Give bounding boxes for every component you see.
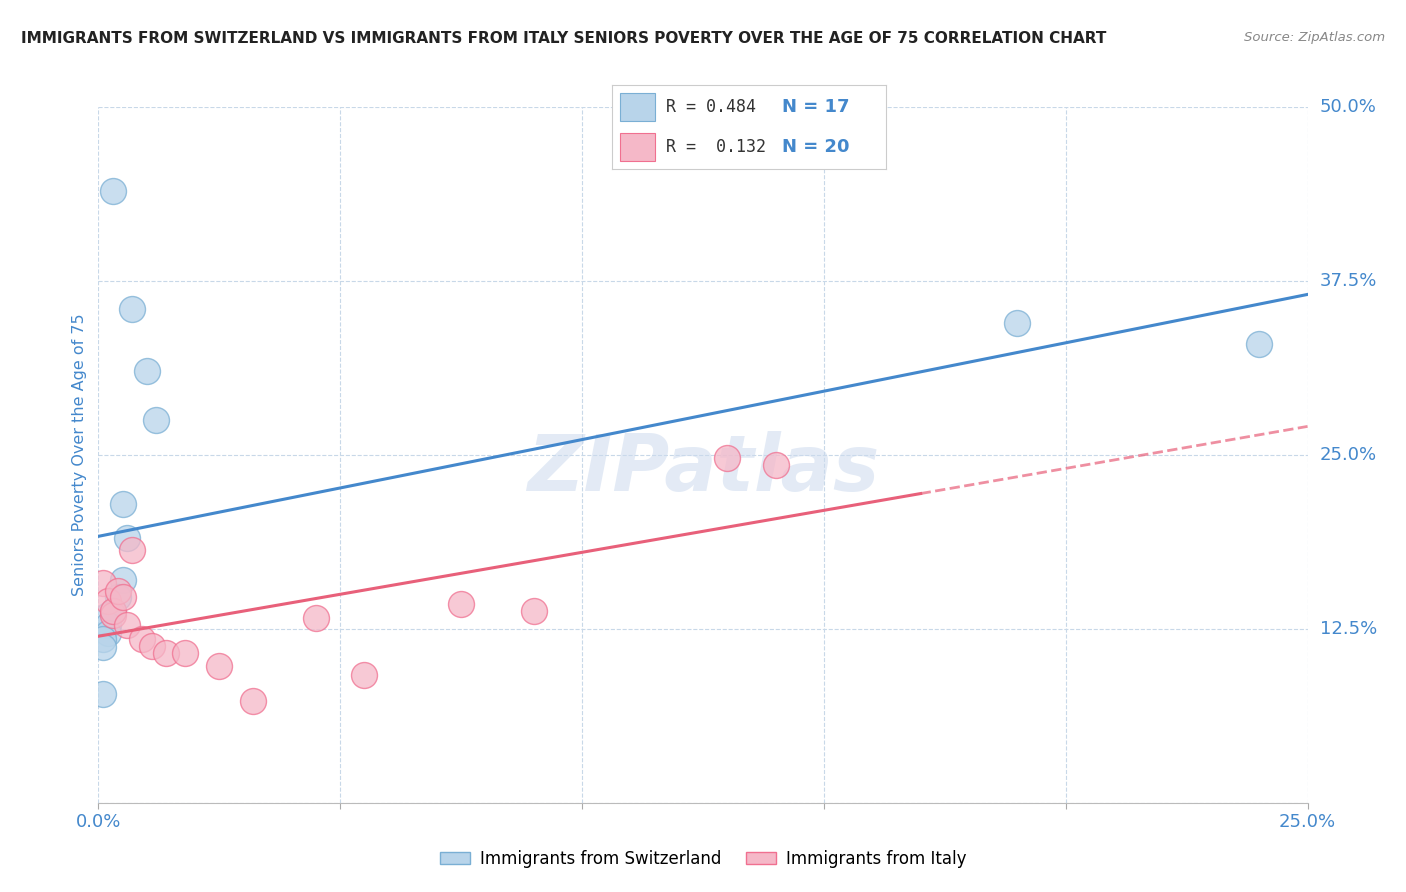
- Text: 12.5%: 12.5%: [1320, 620, 1376, 638]
- Point: [97, 607, 120, 622]
- Point: [1007, 316, 1029, 330]
- Point: [111, 497, 134, 511]
- Y-axis label: Seniors Poverty Over the Age of 75: Seniors Poverty Over the Age of 75: [72, 314, 87, 596]
- Point: [242, 694, 264, 708]
- Point: [765, 458, 787, 472]
- Legend: Immigrants from Switzerland, Immigrants from Italy: Immigrants from Switzerland, Immigrants …: [433, 843, 973, 874]
- Point: [135, 364, 157, 378]
- Text: R =  0.132: R = 0.132: [666, 138, 766, 156]
- Text: IMMIGRANTS FROM SWITZERLAND VS IMMIGRANTS FROM ITALY SENIORS POVERTY OVER THE AG: IMMIGRANTS FROM SWITZERLAND VS IMMIGRANT…: [21, 31, 1107, 46]
- Point: [101, 604, 124, 618]
- Point: [97, 617, 120, 632]
- Text: R = 0.484: R = 0.484: [666, 98, 756, 116]
- Point: [91, 576, 114, 591]
- Point: [91, 687, 114, 701]
- Point: [523, 604, 546, 618]
- Text: 50.0%: 50.0%: [1320, 98, 1376, 116]
- Point: [174, 646, 197, 660]
- Point: [121, 542, 143, 557]
- Point: [1249, 336, 1271, 351]
- Text: 37.5%: 37.5%: [1320, 272, 1376, 290]
- Point: [101, 607, 124, 622]
- Point: [107, 590, 129, 604]
- Point: [91, 640, 114, 654]
- Point: [111, 590, 134, 604]
- Point: [97, 594, 120, 608]
- Point: [97, 626, 120, 640]
- Text: N = 20: N = 20: [782, 138, 849, 156]
- Point: [117, 617, 139, 632]
- Point: [121, 301, 143, 316]
- Point: [155, 646, 177, 660]
- Text: ZIPatlas: ZIPatlas: [527, 431, 879, 507]
- Point: [107, 584, 129, 599]
- Bar: [620, 133, 655, 161]
- Point: [131, 632, 153, 646]
- Point: [353, 667, 375, 681]
- Text: N = 17: N = 17: [782, 98, 849, 116]
- Point: [305, 611, 328, 625]
- Point: [450, 597, 472, 611]
- Point: [91, 632, 114, 646]
- Text: Source: ZipAtlas.com: Source: ZipAtlas.com: [1244, 31, 1385, 45]
- Bar: [620, 93, 655, 121]
- Point: [101, 184, 124, 198]
- Text: 25.0%: 25.0%: [1320, 446, 1376, 464]
- Point: [111, 573, 134, 587]
- Point: [141, 639, 163, 653]
- Point: [101, 604, 124, 618]
- Point: [145, 413, 167, 427]
- Point: [208, 659, 231, 673]
- Point: [117, 532, 139, 546]
- Point: [716, 450, 738, 465]
